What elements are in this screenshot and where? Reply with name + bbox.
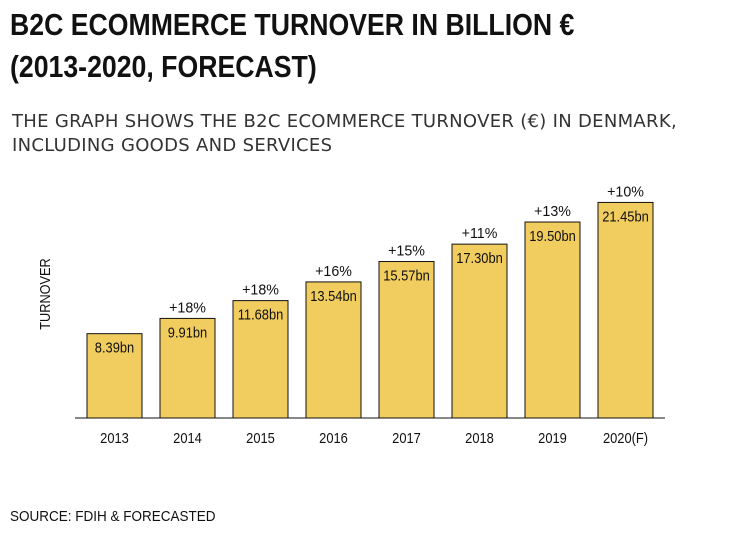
data-label-2015: 11.68bn <box>238 306 284 323</box>
data-label-2019: 19.50bn <box>529 227 576 244</box>
x-tick-label-2017: 2017 <box>392 429 421 446</box>
bar-2016 <box>305 281 362 419</box>
chart-title: B2C ECOMMERCE TURNOVER IN BILLION € (201… <box>10 4 634 88</box>
x-tick-label-2019: 2019 <box>538 429 567 446</box>
data-label-2014: 9.91bn <box>168 323 207 340</box>
title-line-1: B2C ECOMMERCE TURNOVER IN BILLION € <box>10 7 575 42</box>
growth-label-2015: +18% <box>242 282 279 298</box>
data-label-2017: 15.57bn <box>383 267 430 284</box>
growth-label-2016: +16% <box>315 264 352 280</box>
x-tick-label-2015: 2015 <box>246 429 275 446</box>
chart-subtitle: THE GRAPH SHOWS THE B2C ECOMMERCE TURNOV… <box>12 110 732 158</box>
title-line-2: (2013-2020, FORECAST) <box>10 49 317 84</box>
bar-2020(F) <box>597 201 654 419</box>
bar-2019 <box>524 221 581 419</box>
bar-2015 <box>232 300 289 419</box>
bar-2017 <box>378 261 435 419</box>
growth-label-2018: +11% <box>462 226 498 242</box>
x-tick-label-2016: 2016 <box>319 429 348 446</box>
subtitle-line-2: INCLUDING GOODS AND SERVICES <box>12 135 333 156</box>
x-tick-label-2013: 2013 <box>100 429 129 446</box>
growth-label-2019: +13% <box>534 204 571 220</box>
growth-label-2020(F): +10% <box>607 184 644 200</box>
data-label-2020(F): 21.45bn <box>602 207 649 224</box>
bar-2014 <box>159 317 216 419</box>
subtitle-line-1: THE GRAPH SHOWS THE B2C ECOMMERCE TURNOV… <box>12 111 677 132</box>
data-label-2018: 17.30bn <box>456 249 503 266</box>
x-tick-label-2018: 2018 <box>465 429 494 446</box>
bar-2018 <box>451 243 508 419</box>
growth-label-2014: +18% <box>169 300 206 316</box>
source-note: SOURCE: FDIH & FORECASTED <box>10 508 216 525</box>
y-axis-label: TURNOVER <box>36 258 53 329</box>
data-label-2016: 13.54bn <box>310 287 357 304</box>
x-tick-label-2020(F): 2020(F) <box>603 429 648 446</box>
growth-label-2017: +15% <box>388 243 425 259</box>
data-label-2013: 8.39bn <box>95 339 134 356</box>
x-tick-label-2014: 2014 <box>173 429 202 446</box>
